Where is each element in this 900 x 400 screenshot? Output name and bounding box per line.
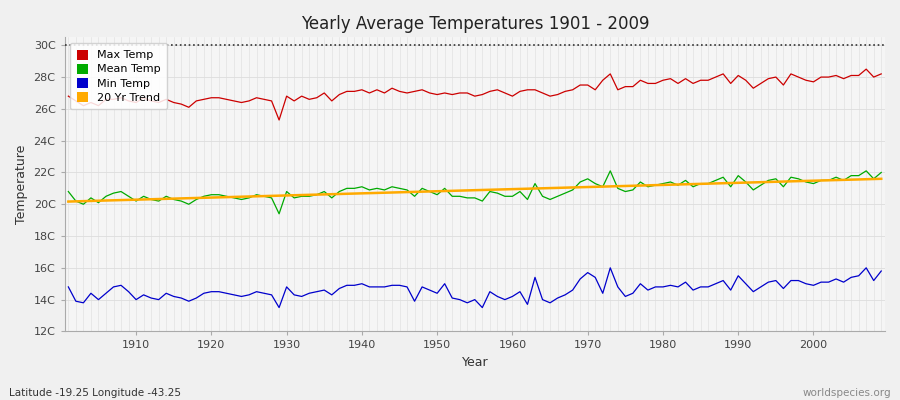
Text: Latitude -19.25 Longitude -43.25: Latitude -19.25 Longitude -43.25	[9, 388, 181, 398]
Text: worldspecies.org: worldspecies.org	[803, 388, 891, 398]
Title: Yearly Average Temperatures 1901 - 2009: Yearly Average Temperatures 1901 - 2009	[301, 15, 649, 33]
X-axis label: Year: Year	[462, 356, 488, 369]
Y-axis label: Temperature: Temperature	[15, 145, 28, 224]
Legend: Max Temp, Mean Temp, Min Temp, 20 Yr Trend: Max Temp, Mean Temp, Min Temp, 20 Yr Tre…	[70, 43, 167, 109]
